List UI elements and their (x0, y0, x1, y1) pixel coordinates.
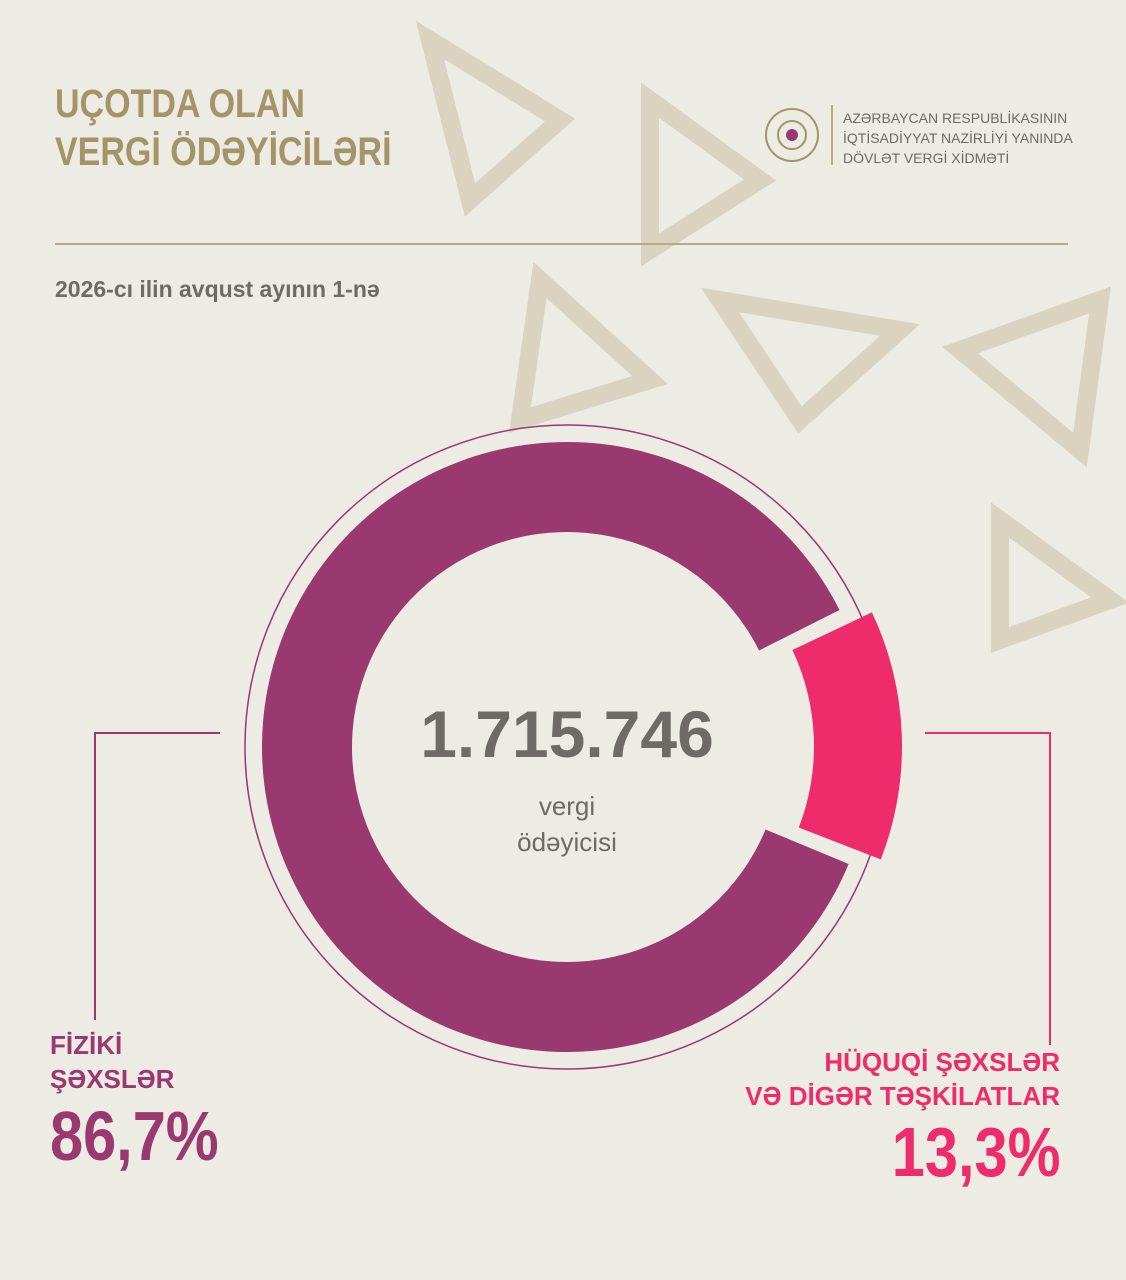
value-label: 13,3% (891, 1113, 1060, 1191)
total-label: vergi ödəyicisi (517, 791, 617, 857)
title: UÇOTDA OLAN VERGİ ÖDƏYİCİLƏRİ (55, 82, 392, 174)
total: 1.715.746 (420, 697, 714, 771)
subtitle: 2026-cı ilin avqust ayının 1-nə (55, 276, 380, 302)
background-pattern (415, 20, 1126, 653)
leader-line (925, 732, 1051, 1045)
org-name: AZƏRBAYCAN RESPUBLİKASININ İQTİSADİYYAT … (843, 110, 1073, 166)
legend-label: HÜQUQİ ŞƏXSLƏR VƏ DİGƏR TƏŞKİLATLAR (745, 1047, 1060, 1111)
donut-slice (792, 612, 902, 860)
leader-line (94, 732, 220, 1020)
value-label: 86,7% (50, 1097, 219, 1175)
legend-label: FİZİKİ ŞƏXSLƏR (50, 1030, 175, 1094)
logo (765, 108, 819, 162)
donut-slice (262, 441, 849, 1053)
